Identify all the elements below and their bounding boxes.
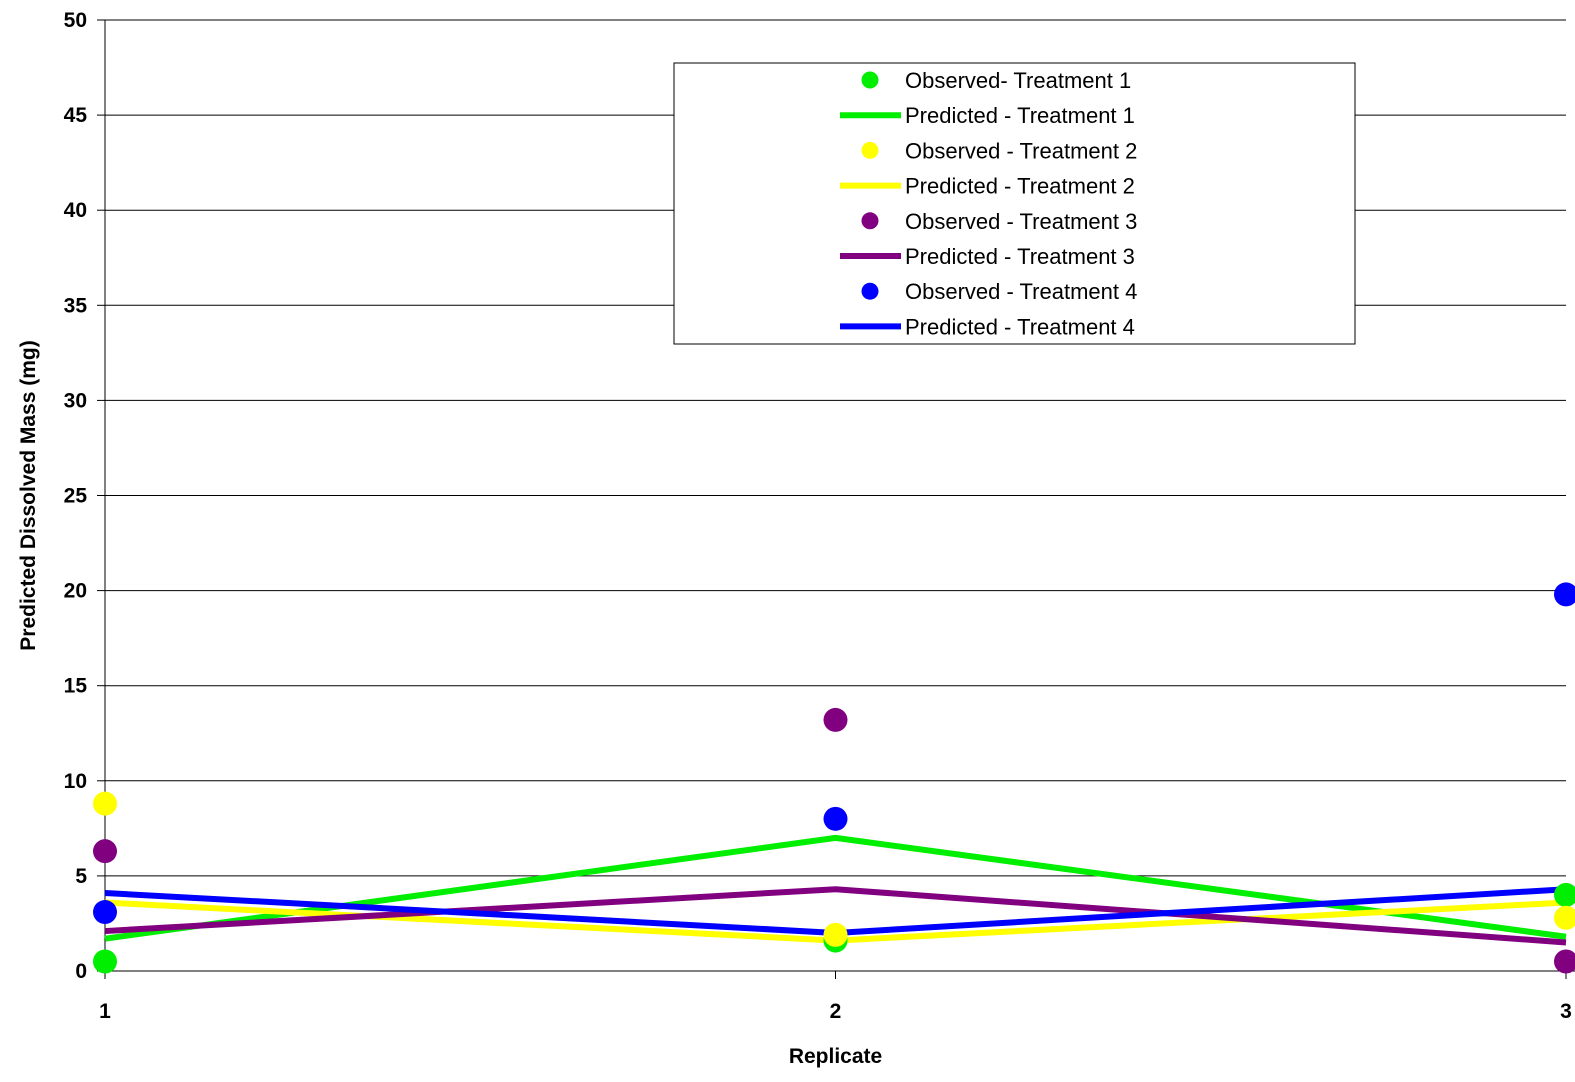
y-axis-title: Predicted Dissolved Mass (mg) [17,340,40,650]
legend-label: Predicted - Treatment 2 [905,174,1135,199]
legend-marker [861,282,879,300]
x-tick-label: 2 [830,1000,842,1023]
series-points [93,582,1575,974]
data-point [1554,882,1575,907]
data-point [93,791,117,816]
data-point [823,922,848,947]
data-point [1554,582,1575,607]
y-tick-label: 30 [64,389,87,412]
legend-label: Predicted - Treatment 3 [905,244,1135,269]
data-point [823,806,848,831]
legend-marker [861,141,879,159]
y-tick-label: 45 [64,104,88,127]
y-tick-label: 0 [75,960,87,983]
data-point [1554,905,1575,930]
legend-label: Predicted - Treatment 1 [905,103,1135,128]
y-tick-label: 50 [64,9,87,32]
data-point [93,839,117,864]
legend: Observed- Treatment 1 Predicted - Treatme… [673,62,1356,345]
legend-label: Observed - Treatment 2 [905,138,1137,163]
y-tick-label: 20 [64,580,87,603]
y-tick-label: 5 [75,865,87,888]
legend-marker [861,212,879,230]
legend-marker [861,71,879,89]
data-point [93,900,117,925]
y-tick-label: 35 [64,294,88,317]
legend-label: Observed- Treatment 1 [905,68,1131,93]
legend-box [673,62,1356,345]
data-point [93,949,117,974]
x-axis-title: Replicate [789,1045,882,1068]
y-tick-label: 40 [64,199,87,222]
y-tick-label: 25 [64,485,88,508]
legend-label: Observed - Treatment 4 [905,279,1137,304]
data-point [1554,949,1575,974]
x-tick-label: 1 [99,1000,111,1023]
data-point [823,707,848,732]
y-tick-label: 10 [64,770,87,793]
series-line [104,886,1567,946]
legend-label: Predicted - Treatment 4 [905,314,1135,339]
y-tick-label: 15 [64,675,88,698]
legend-label: Observed - Treatment 3 [905,209,1137,234]
x-tick-label: 3 [1560,1000,1572,1023]
